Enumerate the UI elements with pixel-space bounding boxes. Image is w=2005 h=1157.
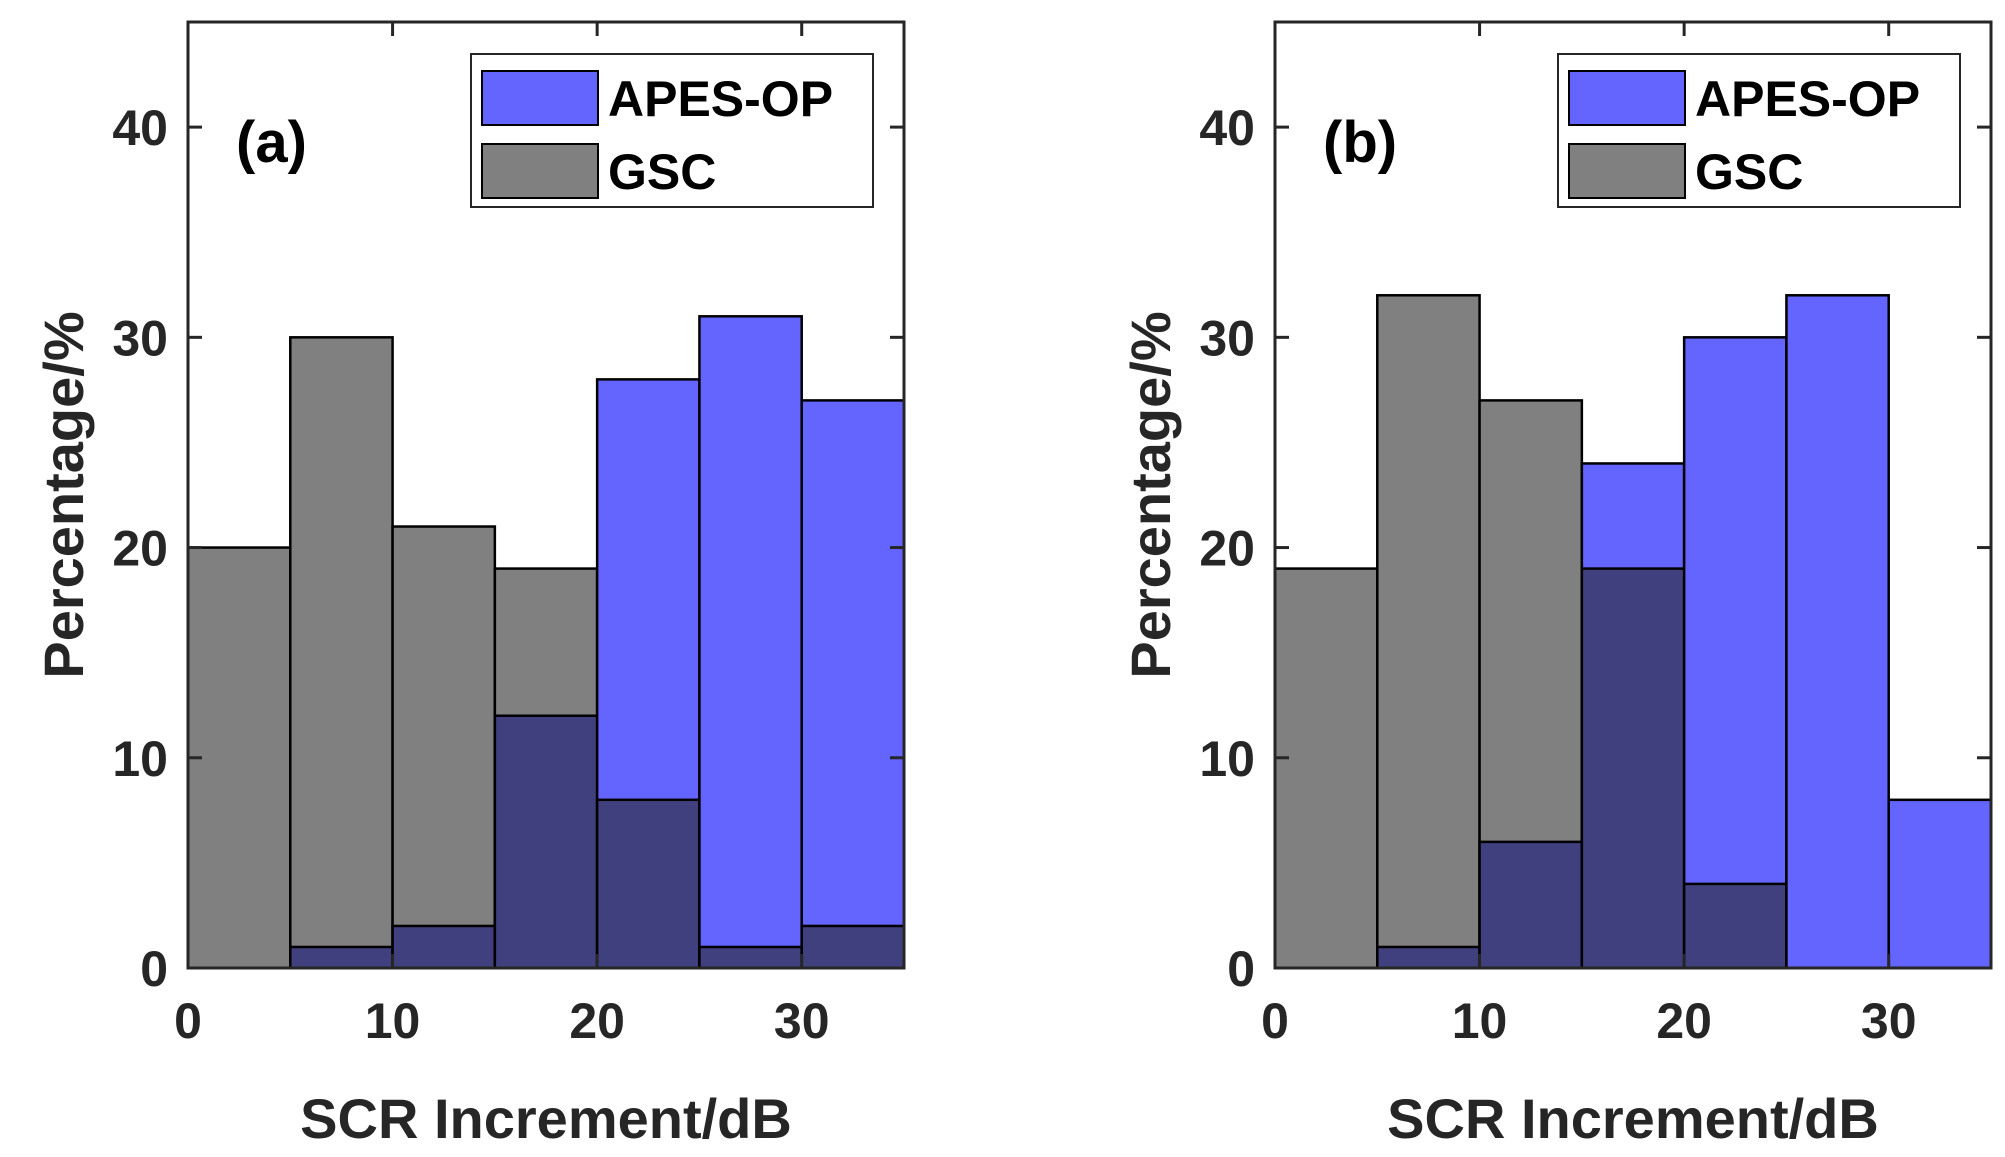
- legend-label-apes-op: APES-OP: [1695, 71, 1920, 127]
- y-tick-label: 40: [1199, 100, 1255, 156]
- x-tick-label: 20: [1656, 993, 1712, 1049]
- panel-label: (a): [236, 110, 307, 175]
- bar-overlap-bin-2: [1478, 840, 1584, 970]
- x-axis-title: SCR Increment/dB: [300, 1087, 792, 1150]
- bar-apes-op-bin-5: [1785, 294, 1890, 970]
- bar-gsc-bin-1: [1376, 294, 1481, 970]
- bars-layer: [186, 315, 906, 970]
- chart-panel-b: 0 10 20 30 0 10 20 30 40 (b) APES-OP GSC SCR Inc…: [1119, 20, 1993, 1150]
- y-tick-label: 10: [112, 731, 168, 787]
- y-tick-label: 40: [112, 100, 168, 156]
- bar-gsc-bin-0: [186, 546, 292, 970]
- ticks-layer: 0 10 20 30 0 10 20 30 40: [1199, 22, 1991, 1049]
- bar-gsc-bin-1: [289, 336, 394, 970]
- axes-box: [1273, 20, 1993, 970]
- y-tick-label: 10: [1199, 731, 1255, 787]
- y-tick-label: 30: [112, 310, 168, 366]
- y-tick-label: 0: [140, 941, 168, 997]
- y-tick-label: 0: [1227, 941, 1255, 997]
- bar-overlap-bin-3: [493, 714, 599, 970]
- x-tick-label: 20: [569, 993, 625, 1049]
- legend-label-apes-op: APES-OP: [608, 71, 833, 127]
- y-axis-title: Percentage/%: [32, 311, 95, 678]
- legend-swatch-gsc: [481, 143, 599, 199]
- bar-overlap-bin-3: [1580, 567, 1686, 970]
- y-axis-title: Percentage/%: [1119, 311, 1182, 678]
- y-tick-label: 20: [112, 521, 168, 577]
- legend-swatch-gsc: [1568, 143, 1686, 199]
- x-tick-label: 0: [174, 993, 202, 1049]
- ticks-layer: 0 10 20 30 0 10 20 30 40: [112, 22, 904, 1049]
- legend-swatch-apes-op: [1568, 70, 1686, 126]
- legend: APES-OP GSC: [470, 53, 874, 208]
- bar-overlap-bin-4: [595, 798, 701, 970]
- bar-apes-op-bin-5: [698, 315, 803, 970]
- bars-layer: [1273, 294, 1993, 970]
- axes-box: [186, 20, 906, 970]
- x-tick-label: 10: [365, 993, 421, 1049]
- x-axis-title: SCR Increment/dB: [1387, 1087, 1879, 1150]
- x-tick-label: 30: [774, 993, 830, 1049]
- x-tick-label: 10: [1452, 993, 1508, 1049]
- bar-overlap-bin-1: [289, 945, 394, 970]
- bar-overlap-bin-4: [1682, 882, 1788, 970]
- legend-swatch-apes-op: [481, 70, 599, 126]
- bar-overlap-bin-5: [698, 945, 803, 970]
- x-tick-label: 0: [1261, 993, 1289, 1049]
- panel-label: (b): [1323, 110, 1397, 175]
- bar-gsc-bin-0: [1273, 567, 1379, 970]
- y-tick-label: 20: [1199, 521, 1255, 577]
- chart-panel-a: 0 10 20 30 0 10 20 30 40 (a) APES-OP GSC SCR Inc…: [32, 20, 906, 1150]
- bar-gsc-bin-2: [391, 525, 497, 970]
- x-tick-label: 30: [1861, 993, 1917, 1049]
- bar-apes-op-bin-4: [1682, 336, 1788, 970]
- legend-label-gsc: GSC: [608, 144, 716, 200]
- bar-apes-op-bin-6: [800, 399, 906, 970]
- bar-overlap-bin-1: [1376, 945, 1481, 970]
- bar-overlap-bin-2: [391, 924, 497, 970]
- bar-overlap-bin-6: [800, 924, 906, 970]
- legend: APES-OP GSC: [1557, 53, 1961, 208]
- y-tick-label: 30: [1199, 310, 1255, 366]
- bar-apes-op-bin-6: [1887, 798, 1993, 970]
- legend-label-gsc: GSC: [1695, 144, 1803, 200]
